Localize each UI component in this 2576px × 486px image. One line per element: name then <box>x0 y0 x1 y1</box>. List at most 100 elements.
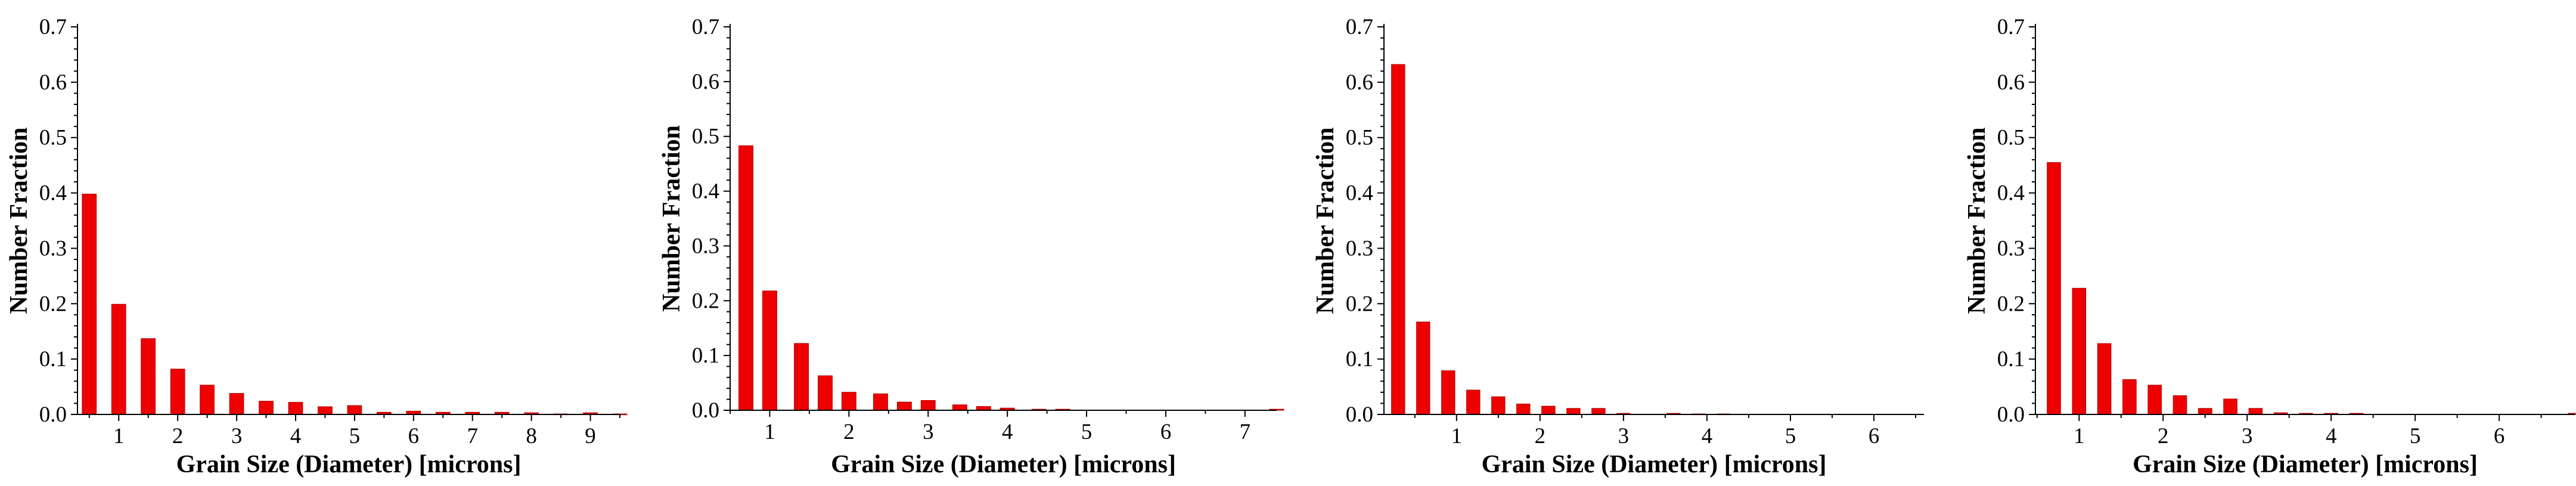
y-tick-label: 0.1 <box>692 343 719 368</box>
bar <box>920 400 936 411</box>
x-tick-label: 1 <box>2074 424 2085 448</box>
bar <box>1441 370 1455 415</box>
bar <box>1541 405 1556 415</box>
bar <box>2248 408 2263 415</box>
x-tick-label: 5 <box>1081 420 1093 444</box>
bar <box>1416 321 1430 415</box>
bar <box>794 343 809 411</box>
bar <box>2072 287 2087 415</box>
bar <box>896 401 912 411</box>
x-tick-label: 1 <box>1451 424 1463 448</box>
y-tick-label: 0.3 <box>39 236 67 261</box>
y-tick-label: 0.2 <box>39 292 67 316</box>
y-tick-label: 0.2 <box>692 289 719 313</box>
y-tick-label: 0.0 <box>39 403 67 427</box>
bar <box>818 375 833 411</box>
x-tick-label: 5 <box>1785 424 1796 448</box>
chart-4: 0.0 0.1 0.2 0.3 0.4 0.5 0.6 0.7 1 2 3 4 5 6 Grain Size… <box>1963 15 2576 478</box>
bar <box>873 393 888 411</box>
bar <box>200 385 215 415</box>
x-tick-label: 6 <box>408 424 420 448</box>
x-tick-label: 8 <box>526 424 537 448</box>
y-axis-title: Number Fraction <box>5 127 33 314</box>
bar <box>841 392 856 411</box>
bar <box>762 290 777 411</box>
bar <box>318 406 333 415</box>
bar <box>1591 408 1606 415</box>
bar <box>1391 64 1405 415</box>
y-tick-label: 0.3 <box>1346 236 1373 261</box>
y-axis-title: Number Fraction <box>1312 127 1339 314</box>
y-tick-label: 0.3 <box>692 234 719 258</box>
bar <box>259 401 274 415</box>
x-tick-label: 2 <box>172 424 184 448</box>
x-tick-label: 7 <box>467 424 478 448</box>
bar <box>111 304 126 415</box>
y-tick-label: 0.7 <box>692 15 719 39</box>
bar <box>1516 403 1531 415</box>
bar <box>738 145 753 411</box>
x-tick-label: 2 <box>1535 424 1546 448</box>
bar <box>2122 379 2137 415</box>
x-tick-label: 5 <box>349 424 361 448</box>
y-tick-label: 0.4 <box>692 179 719 204</box>
x-axis-title: Grain Size (Diameter) [microns] <box>176 451 522 478</box>
x-axis-title: Grain Size (Diameter) [microns] <box>2133 451 2478 478</box>
bar <box>82 193 97 415</box>
x-tick-label: 4 <box>1002 420 1013 444</box>
y-axis-title: Number Fraction <box>658 125 685 312</box>
bar <box>2198 408 2212 415</box>
y-tick-label: 0.6 <box>39 70 67 95</box>
y-tick-label: 0.5 <box>692 125 719 149</box>
x-tick-label: 4 <box>1702 424 1713 448</box>
y-tick-label: 0.1 <box>39 347 67 372</box>
x-tick-label: 2 <box>843 420 855 444</box>
x-tick-label: 3 <box>2242 424 2253 448</box>
y-tick-label: 0.6 <box>692 70 719 94</box>
y-tick-label: 0.5 <box>39 126 67 150</box>
y-tick-label: 0.3 <box>1997 236 2025 261</box>
x-tick-label: 1 <box>764 420 775 444</box>
y-tick-label: 0.0 <box>692 398 719 423</box>
y-tick-label: 0.2 <box>1997 292 2025 316</box>
bar <box>2147 385 2162 415</box>
x-tick-label: 5 <box>2410 424 2421 448</box>
x-tick-label: 6 <box>1160 420 1172 444</box>
y-tick-label: 0.4 <box>1997 181 2025 206</box>
x-tick-label: 3 <box>231 424 243 448</box>
bar <box>2097 343 2112 415</box>
y-tick-label: 0.6 <box>1997 70 2025 95</box>
y-tick-label: 0.5 <box>1997 126 2025 150</box>
y-tick-label: 0.7 <box>1346 15 1373 39</box>
bar <box>170 369 185 415</box>
bar <box>229 393 244 415</box>
bar <box>952 404 967 411</box>
bar <box>1466 389 1481 415</box>
bar <box>141 338 156 415</box>
bar <box>2223 398 2237 415</box>
y-tick-label: 0.7 <box>1997 15 2025 39</box>
x-tick-label: 1 <box>113 424 125 448</box>
x-tick-label: 6 <box>2494 424 2505 448</box>
x-axis-title: Grain Size (Diameter) [microns] <box>1482 451 1827 478</box>
y-tick-label: 0.2 <box>1346 292 1373 316</box>
x-tick-label: 6 <box>1869 424 1880 448</box>
chart-1: 0.0 0.1 0.2 0.3 0.4 0.5 0.6 0.7 1 2 3 4 5 6 7 8 9 Grain S… <box>5 15 628 478</box>
x-tick-label: 2 <box>2158 424 2169 448</box>
y-tick-label: 0.4 <box>39 181 67 206</box>
y-tick-label: 0.5 <box>1346 126 1373 150</box>
chart-2: 0.0 0.1 0.2 0.3 0.4 0.5 0.6 0.7 1 2 3 4 5 6 7 Grain Siz… <box>658 15 1284 478</box>
x-tick-label: 4 <box>290 424 302 448</box>
bar <box>1566 408 1581 415</box>
x-tick-label: 4 <box>2326 424 2337 448</box>
bar <box>1491 396 1506 415</box>
y-tick-label: 0.6 <box>1346 70 1373 95</box>
x-tick-label: 3 <box>923 420 934 444</box>
y-tick-label: 0.4 <box>1346 181 1373 206</box>
bar <box>347 405 362 415</box>
y-tick-label: 0.0 <box>1346 403 1373 427</box>
y-tick-label: 0.0 <box>1997 403 2025 427</box>
x-axis-title: Grain Size (Diameter) [microns] <box>831 451 1176 478</box>
bar <box>288 402 303 415</box>
